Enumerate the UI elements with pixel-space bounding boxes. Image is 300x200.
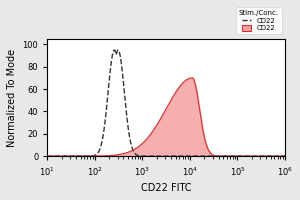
X-axis label: CD22 FITC: CD22 FITC xyxy=(141,183,191,193)
Y-axis label: Normalized To Mode: Normalized To Mode xyxy=(7,48,17,147)
Legend: CD22, CD22: CD22, CD22 xyxy=(236,7,282,34)
